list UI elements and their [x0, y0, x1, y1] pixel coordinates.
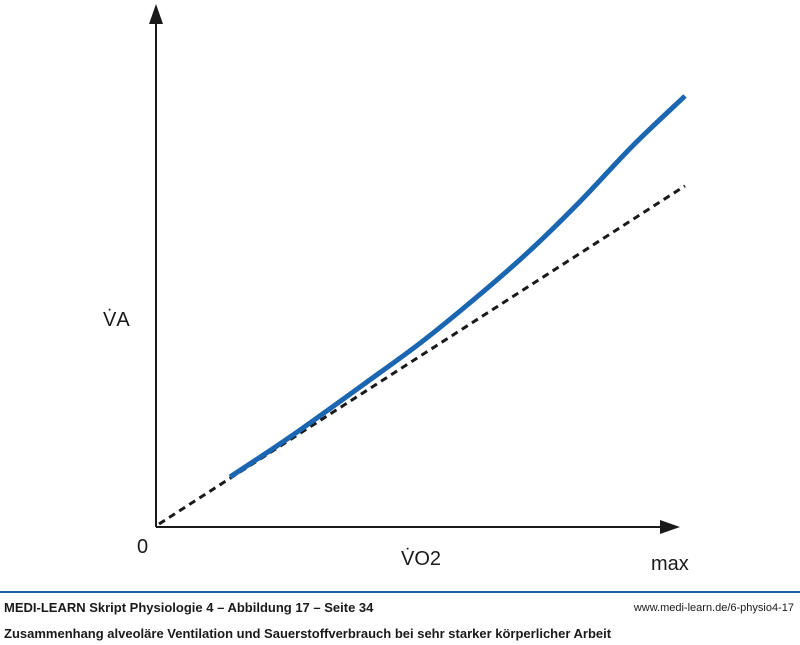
dashed-reference-line	[158, 184, 686, 526]
footer-caption: Zusammenhang alveoläre Ventilation und S…	[4, 626, 612, 641]
y-axis-arrow	[149, 4, 163, 24]
alveolar-ventilation-curve	[228, 94, 687, 480]
chart: V̇A 0 V̇O2 max	[103, 4, 689, 575]
footer-url[interactable]: www.medi-learn.de/6-physio4-17	[633, 602, 794, 614]
x-axis-arrow	[660, 520, 680, 534]
x-axis-label: V̇O2	[401, 548, 441, 570]
footer-divider	[0, 591, 800, 593]
x-origin-label: 0	[137, 536, 148, 558]
x-max-label: max	[651, 553, 689, 575]
footer-title: MEDI-LEARN Skript Physiologie 4 – Abbild…	[4, 600, 374, 615]
y-axis-label: V̇A	[103, 309, 130, 331]
